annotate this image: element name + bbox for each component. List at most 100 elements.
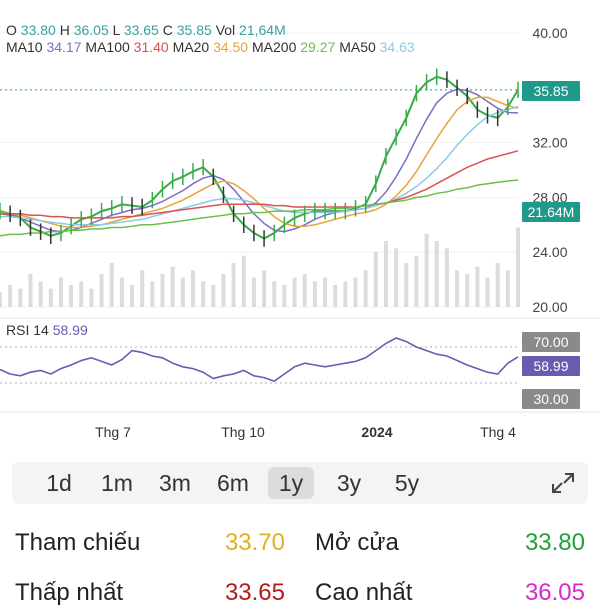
volume-bar [282,285,287,307]
ohlc-value-l: 33.65 [123,22,163,38]
stat-label: Mở cửa [315,529,399,556]
range-button-1m[interactable]: 1m [101,470,133,496]
x-tick-label: 2024 [361,424,392,440]
series-line-ma100 [0,150,519,219]
rsi-value-tag: 58.99 [522,356,580,376]
range-button-6m[interactable]: 6m [217,470,249,496]
ma-value-ma200: 29.27 [300,39,340,55]
price-chart-svg: 40.00 32.00 28.00 24.00 20.00 Thg 7 Thg 10 2024… [0,25,600,440]
volume-bar [272,281,277,307]
series-line-ma10 [0,88,519,233]
volume-bar [505,270,510,307]
ma-value-ma20: 34.50 [213,39,252,55]
ma-value-ma50: 34.63 [379,39,415,55]
volume-bar [424,233,429,307]
volume-bar [455,270,460,307]
volume-bar [434,241,439,307]
x-tick-label: Thg 10 [221,424,265,440]
ohlc-readout: O 33.80 H 36.05 L 33.65 C 35.85 Vol 21,6… [6,22,286,38]
stat-value: 33.80 [524,529,585,556]
volume-bar [69,285,74,307]
rsi-title: RSI 14 58.99 [6,322,88,338]
last-price-tag: 35.85 [522,81,580,101]
stat-value: 36.05 [524,579,585,606]
ohlc-value-c: 35.85 [176,22,216,38]
volume-bar [394,248,399,307]
ma-value-ma100: 31.40 [133,39,173,55]
volume-bar [58,277,63,307]
volume-bar [292,277,297,307]
volume-bar [190,270,195,307]
volume-bar [323,277,328,307]
volume-bar [201,281,206,307]
volume-bar [221,274,226,307]
x-tick-label: Thg 4 [480,424,516,440]
volume-bar [119,277,124,307]
rsi-lower-tag: 30.00 [522,389,580,409]
volume-bar [231,263,236,307]
stat-label: Tham chiếu [15,529,141,556]
volume-bar [48,288,53,307]
volume-bar [404,263,409,307]
volume-bar [373,252,378,307]
ma-readout: MA10 34.17 MA100 31.40 MA20 34.50 MA200 … [6,39,415,55]
price-tick-label: 28.00 [532,189,567,205]
range-button-5y[interactable]: 5y [394,470,420,496]
x-tick-label: Thg 7 [95,424,131,440]
ma-key-ma20: MA20 [172,39,214,55]
price-tick-label: 32.00 [532,135,567,151]
volume-bar [475,266,480,307]
volume-bar [109,263,114,307]
price-tick-label: 24.00 [532,244,567,260]
stat-value: 33.65 [224,579,285,606]
volume-bar [89,288,94,307]
volume-bar [495,263,500,307]
range-button-3y[interactable]: 3y [336,470,362,496]
volume-bar [130,285,135,307]
volume-bar [241,255,246,307]
volume-bar [99,274,104,307]
ma-key-ma200: MA200 [252,39,301,55]
volume-bar [383,241,388,307]
series-line-price [0,75,519,240]
volume-bar [79,281,84,307]
ohlc-value-o: 33.80 [20,22,60,38]
volume-bar [180,277,185,307]
volume-bar [170,266,175,307]
stat-label: Cao nhất [315,579,413,606]
volume-bar [333,285,338,307]
series-line-ma200 [0,179,519,237]
volume-bar [140,270,145,307]
ohlc-key-h: H [59,22,74,38]
volume-bar [18,288,23,307]
stat-label: Thấp nhất [15,579,124,606]
ma-key-ma100: MA100 [85,39,134,55]
ohlc-key-o: O [6,22,21,38]
expand-icon[interactable] [550,471,576,495]
ohlc-key-c: C [162,22,177,38]
ohlc-value-h: 36.05 [73,22,113,38]
volume-bar [38,281,43,307]
volume-bar [414,255,419,307]
volume-bar [465,274,470,307]
price-tick-label: 20.00 [532,299,567,315]
volume-bar [8,285,13,307]
series-line-ma20 [0,96,519,229]
range-button-1y[interactable]: 1y [268,467,314,499]
volume-bar [444,248,449,307]
ma-key-ma50: MA50 [339,39,380,55]
volume-tag: 21.64M [522,202,580,222]
volume-bar [262,270,267,307]
volume-bar [343,281,348,307]
range-button-3m[interactable]: 3m [159,470,191,496]
series-line-ma50 [0,105,519,226]
rsi-value-readout: 58.99 [52,322,88,338]
volume-bar [353,277,358,307]
volume-bar [211,285,216,307]
ohlc-key-l: L [112,22,124,38]
volume-bar [516,227,520,307]
range-button-1d[interactable]: 1d [46,470,72,496]
chart-area: 40.00 32.00 28.00 24.00 20.00 Thg 7 Thg 10 2024… [0,22,600,440]
ma-key-ma10: MA10 [6,39,47,55]
volume-bar [251,277,256,307]
